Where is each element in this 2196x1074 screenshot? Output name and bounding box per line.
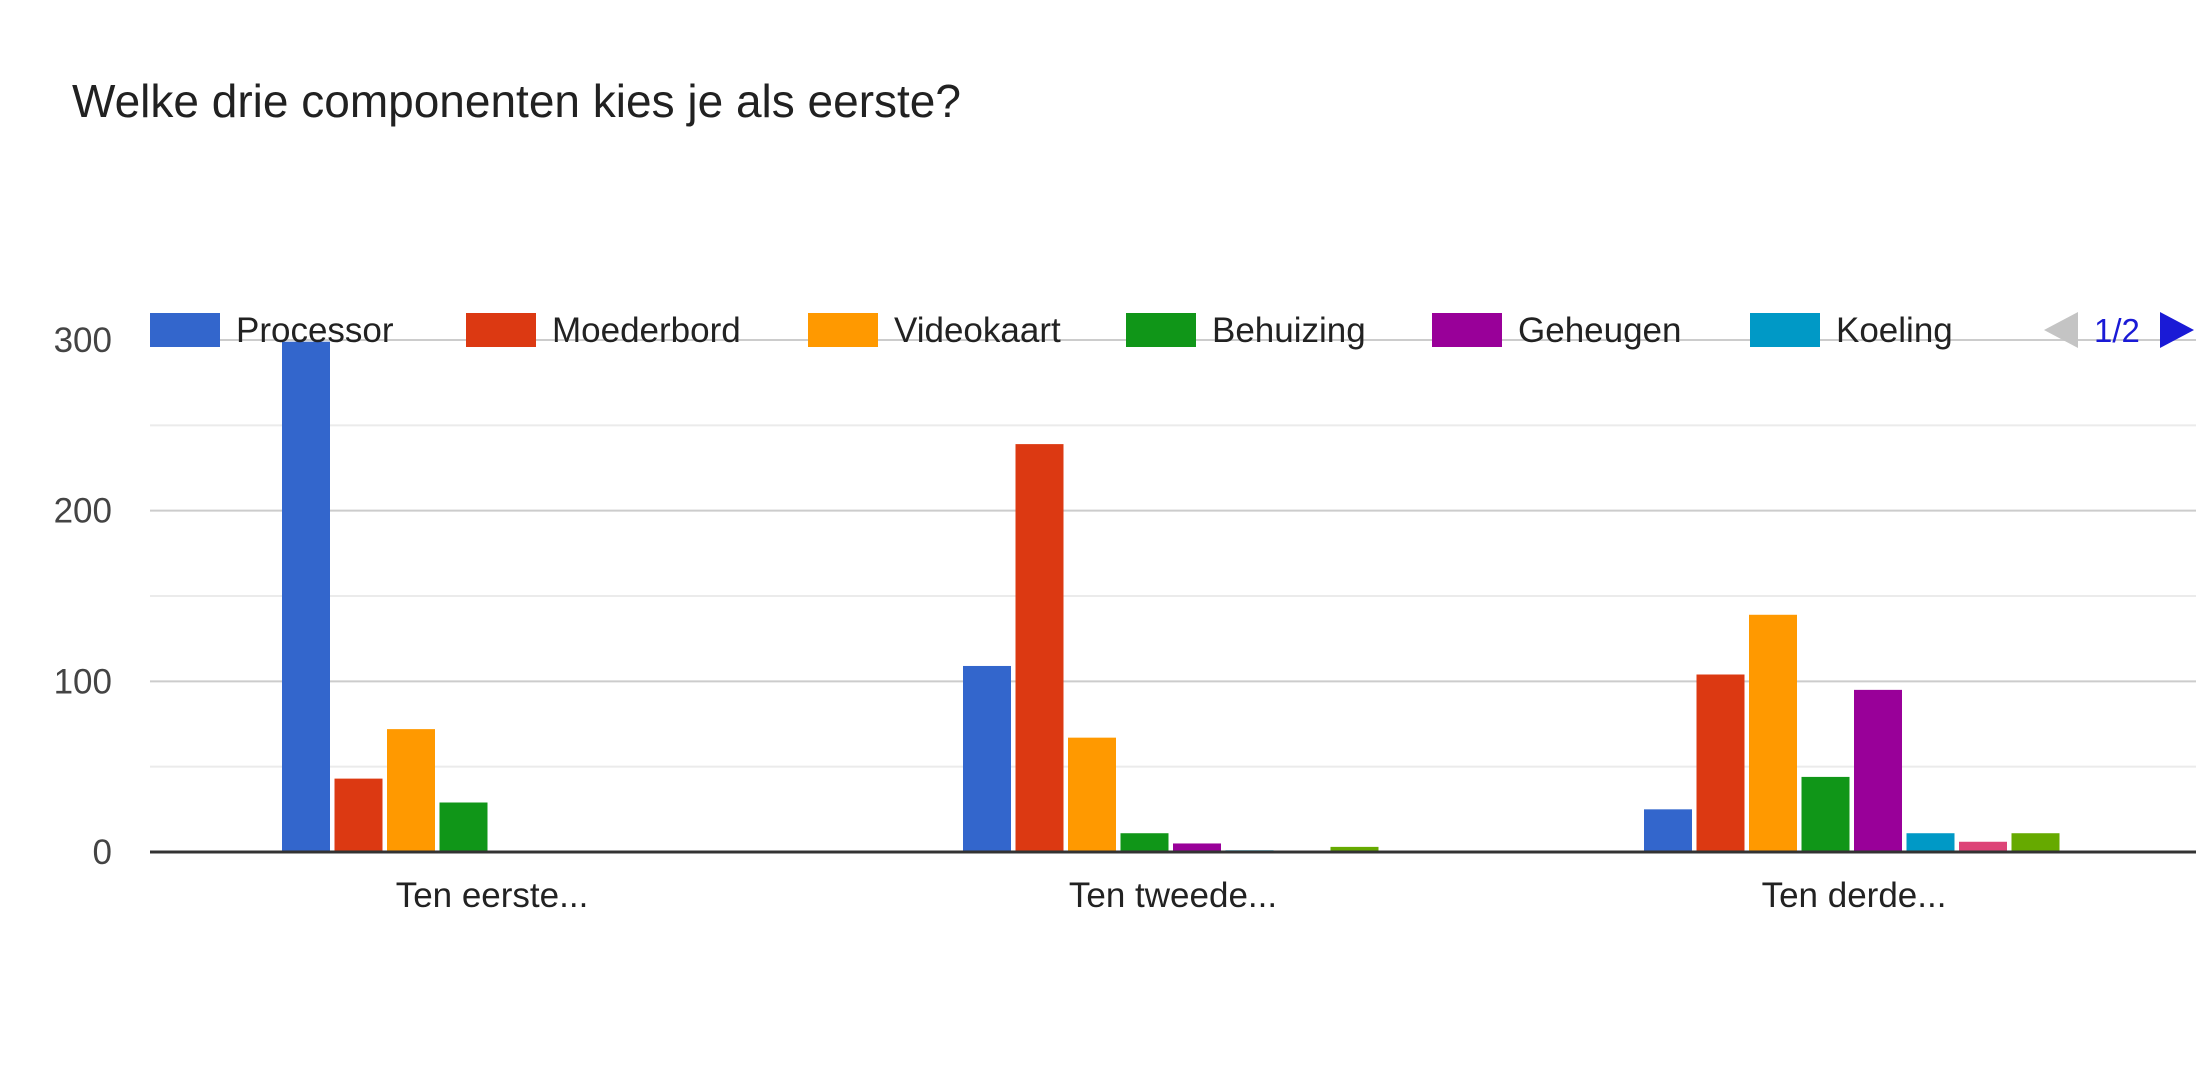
- bar[interactable]: [1644, 809, 1692, 852]
- bar[interactable]: [1068, 737, 1116, 852]
- legend-label: Behuizing: [1212, 311, 1366, 350]
- bar[interactable]: [963, 665, 1011, 852]
- legend-label: Moederbord: [552, 311, 741, 350]
- bar[interactable]: [1173, 843, 1221, 852]
- bar[interactable]: [439, 802, 488, 852]
- bar[interactable]: [1854, 689, 1902, 852]
- legend-page-indicator: 1/2: [2094, 312, 2140, 349]
- bar[interactable]: [282, 341, 330, 852]
- bar[interactable]: [1015, 444, 1064, 852]
- legend-next-icon[interactable]: [2160, 312, 2194, 348]
- y-tick-label: 100: [54, 662, 112, 701]
- bar[interactable]: [387, 729, 435, 852]
- legend-label: Videokaart: [894, 311, 1061, 350]
- bar[interactable]: [1959, 841, 2007, 852]
- legend-label: Processor: [236, 311, 394, 350]
- legend-swatch: [808, 313, 878, 347]
- x-category-label: Ten tweede...: [1069, 876, 1277, 915]
- legend-label: Geheugen: [1518, 311, 1681, 350]
- legend-swatch: [150, 313, 220, 347]
- y-tick-label: 200: [54, 492, 112, 531]
- bar[interactable]: [1801, 776, 1850, 852]
- legend-swatch: [1750, 313, 1820, 347]
- legend-swatch: [466, 313, 536, 347]
- bar[interactable]: [1330, 846, 1379, 852]
- bar[interactable]: [1749, 614, 1797, 852]
- bar[interactable]: [1120, 833, 1169, 852]
- legend-label: Koeling: [1836, 311, 1953, 350]
- legend-swatch: [1126, 313, 1196, 347]
- chart-title: Welke drie componenten kies je als eerst…: [72, 75, 961, 127]
- bar[interactable]: [1906, 833, 1955, 852]
- y-tick-label: 300: [54, 321, 112, 360]
- y-tick-label: 0: [93, 833, 112, 872]
- x-category-label: Ten derde...: [1762, 876, 1947, 915]
- bar[interactable]: [2011, 833, 2060, 852]
- bar[interactable]: [1696, 674, 1745, 852]
- legend-swatch: [1432, 313, 1502, 347]
- legend-prev-icon[interactable]: [2044, 312, 2078, 348]
- bar[interactable]: [334, 778, 383, 852]
- x-category-label: Ten eerste...: [396, 876, 589, 915]
